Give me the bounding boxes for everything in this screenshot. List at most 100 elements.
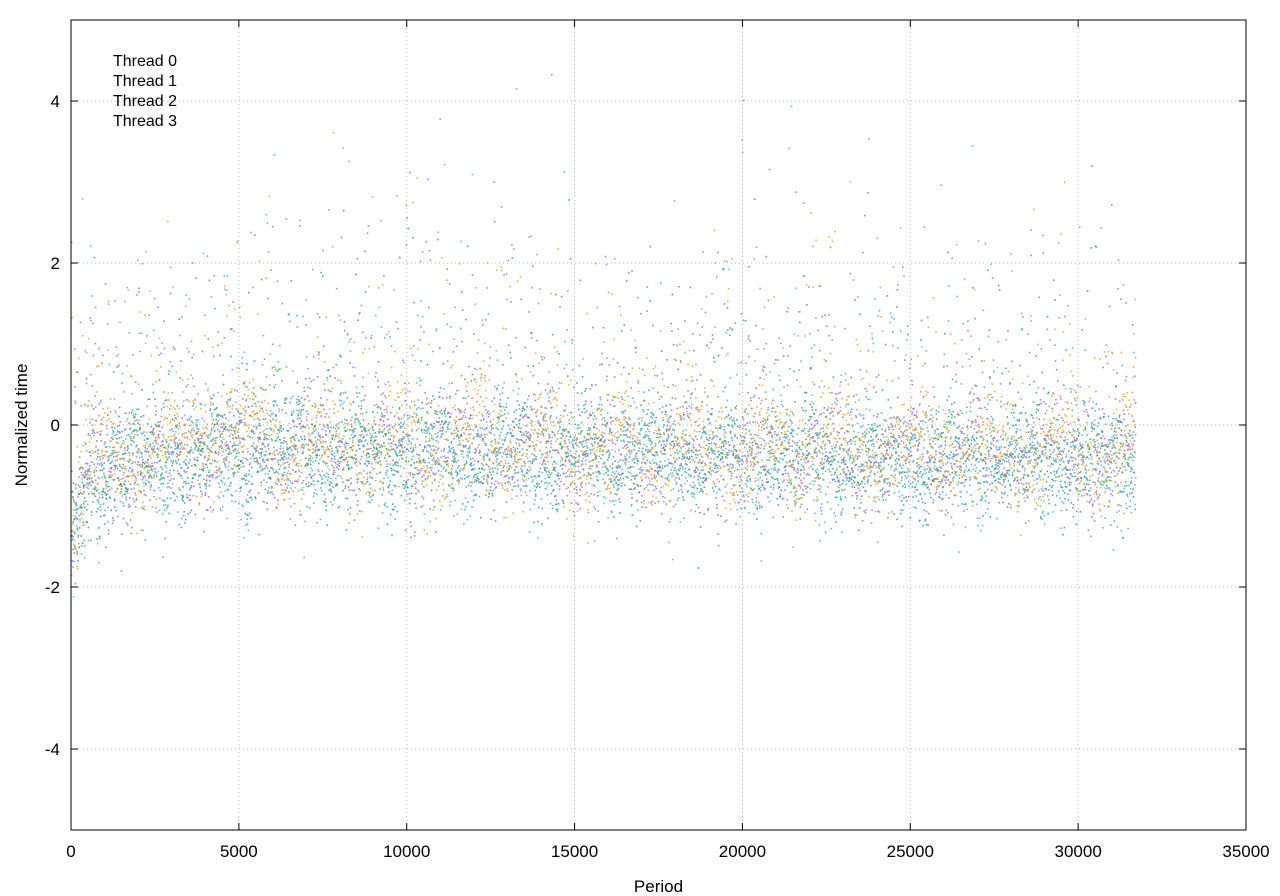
data-point	[258, 457, 261, 459]
data-point	[285, 218, 288, 220]
data-point	[589, 429, 591, 431]
data-point	[532, 365, 534, 367]
data-point	[493, 220, 496, 223]
data-point	[888, 494, 890, 496]
data-point	[562, 500, 565, 503]
data-point	[1039, 399, 1042, 401]
data-point	[328, 369, 330, 371]
data-point	[977, 423, 980, 426]
data-point	[1033, 421, 1035, 424]
data-point	[980, 407, 983, 410]
data-point	[816, 434, 819, 437]
data-point	[326, 376, 328, 379]
data-point	[417, 419, 420, 421]
data-point	[606, 451, 609, 453]
data-point	[452, 450, 455, 453]
data-point	[1014, 477, 1016, 480]
data-point	[556, 483, 558, 486]
data-point	[871, 466, 874, 468]
data-point	[420, 326, 422, 328]
data-point	[901, 525, 903, 528]
data-point	[587, 452, 589, 455]
data-point	[379, 446, 382, 448]
data-point	[532, 265, 534, 268]
data-point	[840, 499, 843, 501]
data-point	[71, 530, 73, 532]
data-point	[252, 453, 255, 455]
data-point	[197, 439, 199, 442]
data-point	[900, 440, 903, 442]
data-point	[209, 432, 212, 435]
data-point	[782, 481, 784, 483]
data-point	[514, 472, 516, 474]
data-point	[495, 460, 498, 463]
data-point	[832, 467, 834, 470]
data-point	[686, 415, 689, 417]
data-point	[606, 421, 609, 424]
data-point	[875, 461, 877, 463]
data-point	[619, 459, 622, 461]
data-point	[625, 453, 628, 456]
data-point	[244, 512, 246, 515]
data-point	[596, 427, 598, 430]
data-point	[456, 389, 458, 392]
data-point	[613, 396, 616, 399]
data-point	[624, 434, 627, 436]
data-point	[653, 454, 656, 456]
data-point	[143, 489, 145, 492]
data-point	[876, 425, 879, 427]
data-point	[382, 482, 384, 484]
data-point	[610, 510, 613, 513]
data-point	[664, 413, 667, 416]
data-point	[716, 503, 718, 506]
data-point	[594, 508, 597, 510]
data-point	[960, 469, 963, 472]
data-point	[482, 455, 485, 457]
data-point	[1131, 437, 1134, 439]
data-point	[1025, 482, 1028, 485]
data-point	[496, 416, 499, 419]
data-point	[282, 459, 285, 461]
data-point	[898, 418, 901, 420]
data-point	[455, 345, 458, 347]
data-point	[450, 432, 453, 434]
data-point	[85, 521, 87, 524]
data-point	[970, 439, 973, 441]
data-point	[647, 477, 650, 479]
data-point	[506, 456, 508, 458]
data-point	[632, 437, 634, 440]
data-point	[79, 321, 82, 324]
data-point	[200, 450, 203, 452]
data-point	[525, 425, 528, 427]
data-point	[539, 486, 541, 488]
data-point	[374, 455, 377, 458]
data-point	[1015, 448, 1018, 451]
data-point	[478, 467, 481, 470]
data-point	[377, 361, 380, 363]
data-point	[1058, 414, 1061, 416]
data-point	[779, 379, 781, 382]
data-point	[199, 402, 201, 405]
data-point	[211, 476, 214, 479]
data-point	[840, 497, 842, 500]
data-point	[135, 429, 137, 431]
data-point	[667, 436, 670, 438]
data-point	[851, 468, 853, 471]
data-point	[75, 512, 78, 514]
data-point	[516, 400, 518, 402]
data-point	[324, 501, 327, 503]
data-point	[1005, 454, 1007, 456]
data-point	[554, 449, 557, 451]
data-point	[179, 447, 182, 450]
data-point	[135, 455, 138, 458]
data-point	[655, 416, 658, 419]
data-point	[810, 367, 812, 369]
data-point	[170, 453, 173, 456]
data-point	[569, 436, 571, 438]
data-point	[889, 417, 892, 419]
data-point	[170, 460, 172, 462]
data-point	[894, 463, 897, 466]
data-point	[520, 427, 522, 430]
data-point	[770, 410, 773, 413]
data-point	[850, 411, 852, 413]
